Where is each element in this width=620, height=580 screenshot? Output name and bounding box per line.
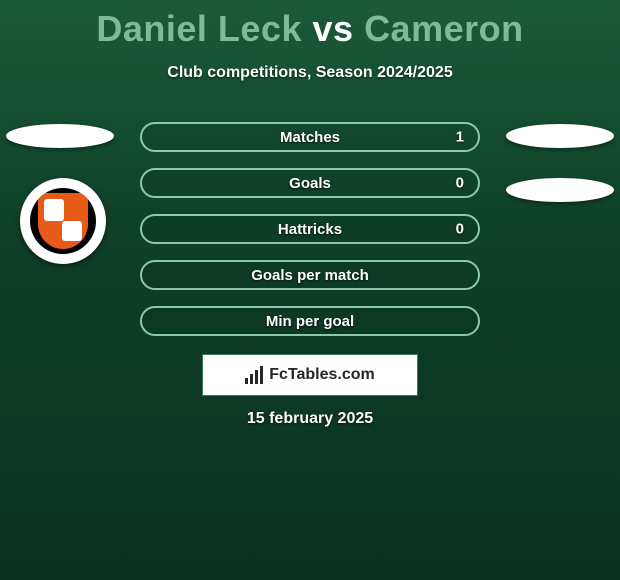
stat-label: Min per goal [266, 313, 354, 330]
stat-row-goals: Goals 0 [140, 168, 480, 198]
subtitle: Club competitions, Season 2024/2025 [0, 64, 620, 82]
stat-row-min-per-goal: Min per goal [140, 306, 480, 336]
player2-name: Cameron [364, 8, 524, 49]
club-shield-icon [38, 193, 88, 249]
stats-container: Matches 1 Goals 0 Hattricks 0 Goals per … [140, 122, 480, 352]
player1-name: Daniel Leck [96, 8, 302, 49]
stat-row-matches: Matches 1 [140, 122, 480, 152]
stat-row-goals-per-match: Goals per match [140, 260, 480, 290]
avatar-placeholder-left [6, 124, 114, 148]
stat-value-right: 0 [456, 175, 464, 192]
stat-label: Goals [289, 175, 331, 192]
stat-label: Matches [280, 129, 340, 146]
comparison-title: Daniel Leck vs Cameron [0, 0, 620, 50]
stat-value-right: 1 [456, 129, 464, 146]
club-badge-inner [30, 188, 96, 254]
club-badge [20, 178, 106, 264]
stat-label: Goals per match [251, 267, 369, 284]
vs-separator: vs [313, 8, 354, 49]
avatar-placeholder-right-1 [506, 124, 614, 148]
stat-row-hattricks: Hattricks 0 [140, 214, 480, 244]
bar-chart-icon [245, 366, 263, 384]
avatar-placeholder-right-2 [506, 178, 614, 202]
site-name: FcTables.com [269, 366, 375, 384]
footer-date: 15 february 2025 [0, 410, 620, 428]
site-logo[interactable]: FcTables.com [202, 354, 418, 396]
stat-label: Hattricks [278, 221, 342, 238]
stat-value-right: 0 [456, 221, 464, 238]
